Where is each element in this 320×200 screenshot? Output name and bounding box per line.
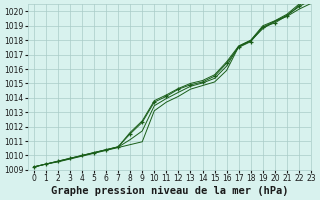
X-axis label: Graphe pression niveau de la mer (hPa): Graphe pression niveau de la mer (hPa): [51, 186, 288, 196]
